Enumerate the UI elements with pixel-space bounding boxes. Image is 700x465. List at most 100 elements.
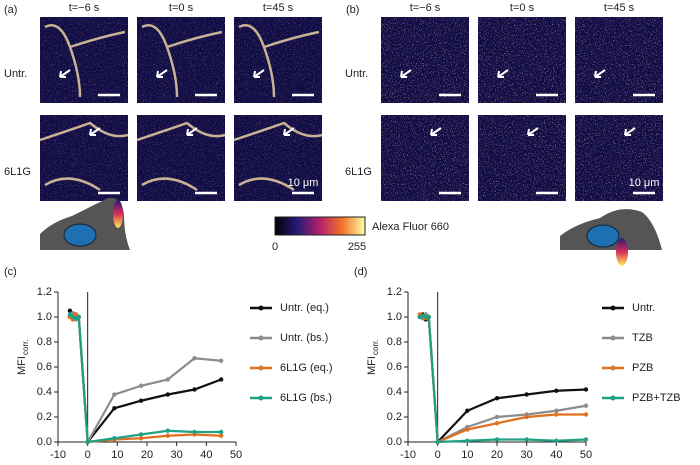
row-label: 6L1G — [4, 166, 31, 178]
nucleus — [586, 224, 620, 248]
data-point — [112, 392, 117, 397]
y-tick-label: 1.0 — [387, 311, 402, 323]
data-point — [583, 387, 589, 392]
y-tick-label: 0.0 — [37, 436, 52, 448]
speckle — [381, 17, 469, 103]
data-point — [524, 414, 529, 420]
membrane — [141, 24, 223, 98]
x-tick-label: 20 — [141, 449, 153, 460]
data-point — [554, 388, 559, 393]
x-tick-label: 40 — [550, 449, 562, 460]
speckle — [381, 115, 469, 201]
legend-label: PZB — [632, 362, 653, 374]
legend-swatch-dot — [610, 305, 616, 311]
colorbar-min: 0 — [272, 241, 278, 253]
speckle — [478, 115, 566, 201]
colorbar-max: 255 — [348, 241, 366, 253]
data-point — [76, 314, 81, 320]
y-tick-label: 0.2 — [387, 411, 402, 423]
membrane — [136, 121, 226, 192]
data-point — [465, 427, 470, 432]
y-axis-label: MFI — [366, 356, 378, 375]
x-tick-label: 50 — [580, 449, 592, 460]
speckle — [478, 17, 566, 103]
legend-swatch-dot — [258, 305, 264, 311]
arrow — [253, 69, 265, 78]
series-line — [69, 312, 222, 444]
legend-label: PZB+TZB — [632, 392, 681, 404]
y-axis-label: MFI — [16, 356, 28, 375]
speckle — [137, 115, 225, 201]
data-point — [165, 392, 170, 397]
y-tick-label: 0.0 — [387, 436, 402, 448]
data-point — [583, 403, 589, 408]
data-point — [524, 392, 529, 397]
legend-label: Untr. — [632, 302, 655, 314]
data-point — [165, 428, 170, 433]
data-point — [165, 433, 170, 438]
membrane — [44, 24, 126, 98]
data-point — [67, 312, 73, 317]
nucleus — [63, 223, 97, 247]
scale-bar-label: 10 μm — [629, 177, 660, 189]
x-tick-label: 30 — [521, 449, 533, 460]
data-point — [112, 436, 117, 441]
data-point — [112, 406, 117, 411]
y-tick-label: 0.6 — [37, 361, 52, 373]
time-label: t=0 s — [510, 2, 535, 14]
x-tick-label: -10 — [400, 449, 416, 460]
cell-diagram — [40, 197, 130, 250]
data-point — [583, 412, 589, 417]
row-label: Untr. — [4, 68, 27, 80]
data-point — [218, 358, 224, 363]
data-point — [426, 314, 431, 320]
membrane-marker — [616, 238, 628, 266]
data-point — [494, 414, 500, 420]
arrow — [497, 69, 509, 78]
speckle — [575, 115, 663, 201]
colorbar — [274, 216, 366, 236]
panel-label: (a) — [4, 4, 17, 16]
membrane — [238, 24, 320, 98]
data-point — [138, 436, 144, 441]
series-line — [69, 311, 222, 446]
time-label: t=−6 s — [410, 2, 441, 14]
legend-label: Untr. (bs.) — [280, 332, 328, 344]
speckle — [234, 115, 322, 201]
series-line — [419, 313, 586, 444]
data-point — [192, 387, 197, 392]
speckle — [234, 17, 322, 103]
legend-swatch-dot — [610, 335, 616, 341]
data-point — [138, 383, 144, 388]
row-label: Untr. — [345, 68, 368, 80]
membrane — [233, 121, 323, 192]
panel-label: (d) — [354, 266, 367, 278]
data-point — [583, 437, 589, 442]
x-tick-label: 10 — [111, 449, 123, 460]
arrow — [400, 69, 412, 78]
data-point — [138, 398, 144, 403]
y-tick-label: 0.4 — [37, 386, 52, 398]
y-tick-label: 0.2 — [37, 411, 52, 423]
x-tick-label: 0 — [85, 449, 91, 460]
data-point — [218, 377, 224, 382]
data-point — [554, 438, 559, 443]
y-tick-label: 0.4 — [387, 386, 402, 398]
data-point — [165, 377, 170, 382]
time-label: t=0 s — [169, 2, 194, 14]
y-tick-label: 0.6 — [387, 361, 402, 373]
legend-label: TZB — [632, 332, 653, 344]
panel-label: (b) — [346, 4, 359, 16]
time-label: t=−6 s — [69, 2, 100, 14]
x-tick-label: 0 — [435, 449, 441, 460]
data-point — [218, 429, 224, 435]
series-line — [69, 313, 222, 444]
arrow — [59, 69, 71, 78]
x-tick-label: 50 — [230, 449, 242, 460]
arrow — [624, 127, 636, 136]
y-tick-label: 1.0 — [37, 311, 52, 323]
legend-swatch-dot — [258, 335, 264, 341]
arrow — [89, 127, 101, 136]
speckle — [575, 17, 663, 103]
